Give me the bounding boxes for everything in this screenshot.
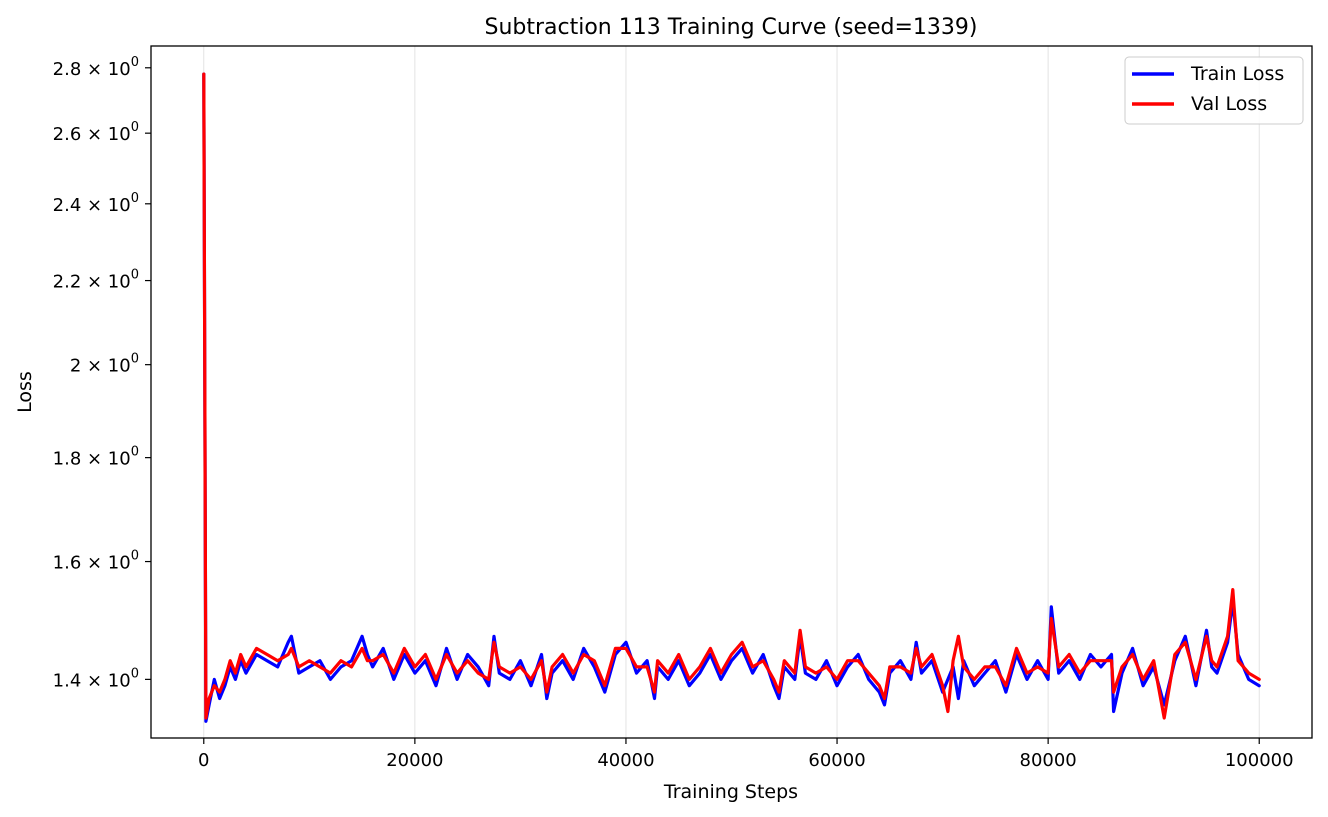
x-tick-label: 100000 bbox=[1225, 750, 1294, 771]
plot-frame bbox=[150, 45, 1313, 739]
legend: Train Loss Val Loss bbox=[1124, 56, 1304, 125]
x-tick-label: 40000 bbox=[597, 750, 654, 771]
series-line-val-loss bbox=[202, 72, 1261, 720]
series-line-train-loss bbox=[202, 72, 1261, 723]
x-tick-label: 20000 bbox=[386, 750, 443, 771]
y-tick-label: 1.8 × 100 bbox=[53, 445, 139, 470]
legend-label-val-loss: Val Loss bbox=[1191, 93, 1267, 115]
y-axis-title: Loss bbox=[14, 371, 36, 413]
y-tick-label: 2 × 100 bbox=[70, 352, 139, 377]
x-axis: 0 20000 40000 60000 80000 100000 bbox=[198, 738, 1294, 771]
x-axis-title: Training Steps bbox=[663, 781, 798, 803]
chart-title: Subtraction 113 Training Curve (seed=133… bbox=[484, 15, 977, 40]
x-tick-label: 60000 bbox=[808, 750, 865, 771]
x-tick-label: 0 bbox=[198, 750, 209, 771]
y-tick-label: 1.6 × 100 bbox=[53, 549, 139, 574]
legend-label-train-loss: Train Loss bbox=[1190, 63, 1284, 85]
y-axis: 1.4 × 100 1.6 × 100 1.8 × 100 2 × 100 2.2 × … bbox=[53, 55, 151, 691]
y-tick-label: 1.4 × 100 bbox=[53, 666, 139, 691]
y-tick-label: 2.8 × 100 bbox=[53, 55, 139, 80]
y-tick-label: 2.2 × 100 bbox=[53, 268, 139, 293]
x-tick-label: 80000 bbox=[1020, 750, 1077, 771]
y-tick-label: 2.6 × 100 bbox=[53, 120, 139, 145]
plot-series bbox=[202, 72, 1261, 723]
y-tick-label: 2.4 × 100 bbox=[53, 191, 139, 216]
